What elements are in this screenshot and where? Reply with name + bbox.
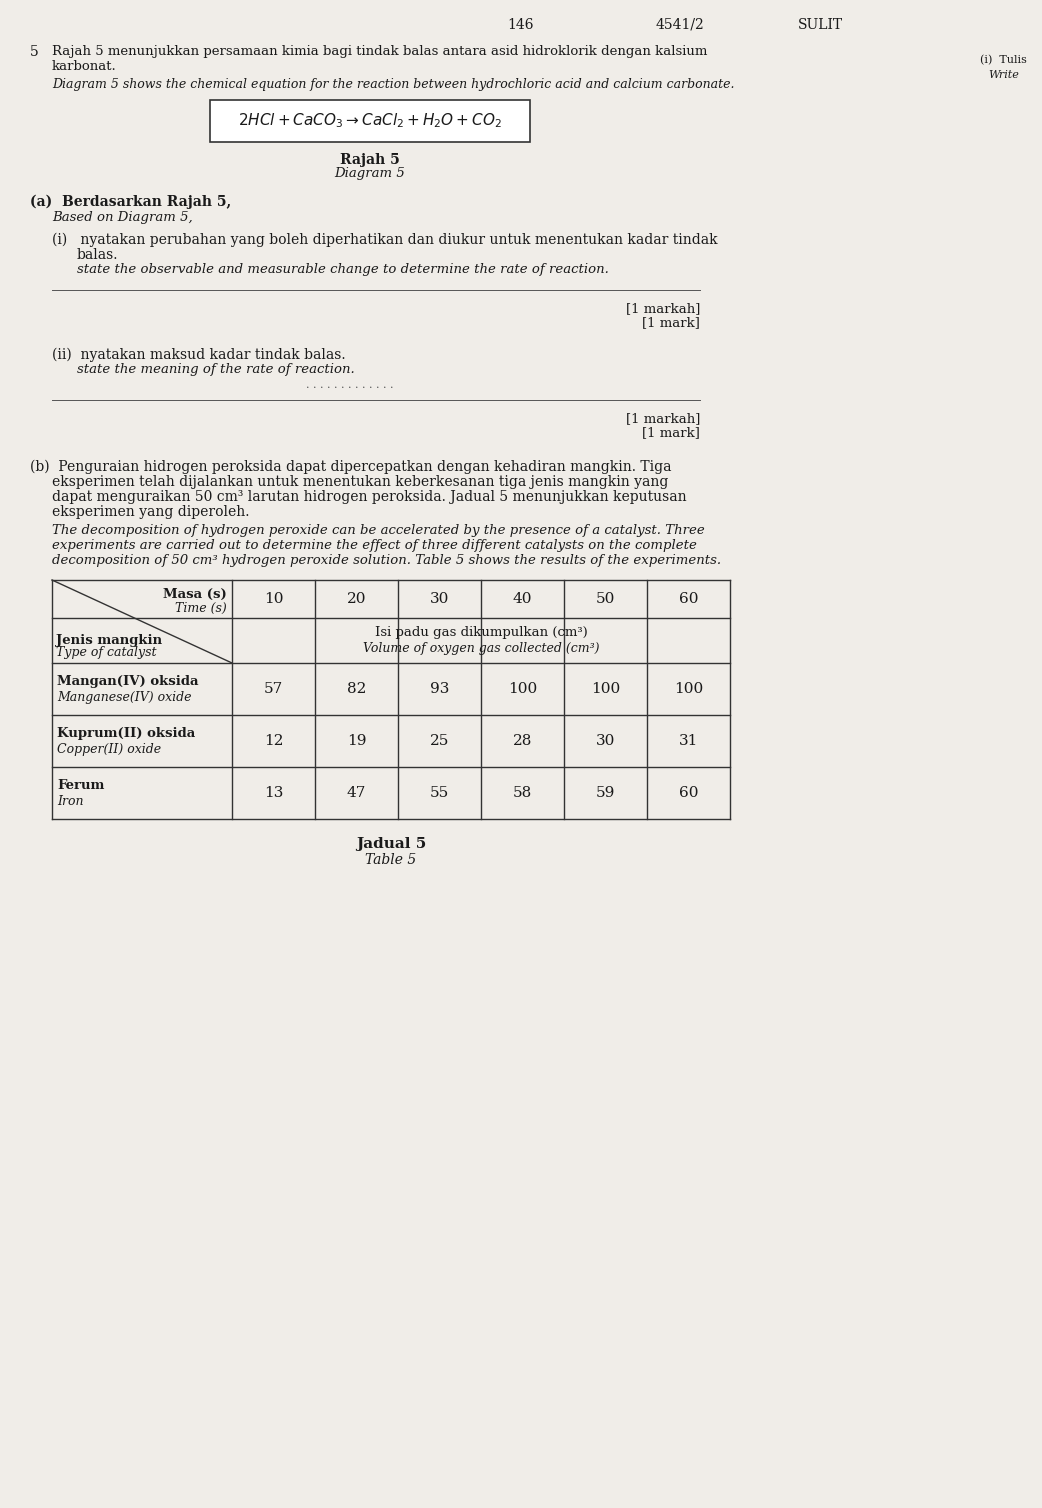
Text: (ii)  nyatakan maksud kadar tindak balas.: (ii) nyatakan maksud kadar tindak balas. xyxy=(52,348,346,362)
Text: [1 mark]: [1 mark] xyxy=(642,425,700,439)
Text: 31: 31 xyxy=(678,734,698,748)
Text: (b)  Penguraian hidrogen peroksida dapat dipercepatkan dengan kehadiran mangkin.: (b) Penguraian hidrogen peroksida dapat … xyxy=(30,460,671,475)
Text: SULIT: SULIT xyxy=(797,18,843,32)
Text: Rajah 5: Rajah 5 xyxy=(340,152,400,167)
Text: Kuprum(II) oksida: Kuprum(II) oksida xyxy=(57,727,195,740)
Text: decomposition of 50 cm³ hydrogen peroxide solution. Table 5 shows the results of: decomposition of 50 cm³ hydrogen peroxid… xyxy=(52,553,721,567)
Text: 30: 30 xyxy=(429,593,449,606)
Text: 40: 40 xyxy=(513,593,532,606)
Text: $2HCl + CaCO_3 \rightarrow CaCl_2 + H_2O + CO_2$: $2HCl + CaCO_3 \rightarrow CaCl_2 + H_2O… xyxy=(238,112,502,130)
Text: Type of catalyst: Type of catalyst xyxy=(56,645,156,659)
Text: Rajah 5 menunjukkan persamaan kimia bagi tindak balas antara asid hidroklorik de: Rajah 5 menunjukkan persamaan kimia bagi… xyxy=(52,45,708,57)
Text: 55: 55 xyxy=(430,786,449,801)
Text: balas.: balas. xyxy=(77,247,119,262)
Text: 28: 28 xyxy=(513,734,532,748)
Text: Write: Write xyxy=(988,69,1019,80)
Text: [1 mark]: [1 mark] xyxy=(642,317,700,329)
Text: 10: 10 xyxy=(264,593,283,606)
Text: state the meaning of the rate of reaction.: state the meaning of the rate of reactio… xyxy=(77,363,354,375)
Text: [1 markah]: [1 markah] xyxy=(625,302,700,315)
Text: Diagram 5 shows the chemical equation for the reaction between hydrochloric acid: Diagram 5 shows the chemical equation fo… xyxy=(52,78,735,90)
Text: (i)   nyatakan perubahan yang boleh diperhatikan dan diukur untuk menentukan kad: (i) nyatakan perubahan yang boleh diperh… xyxy=(52,234,718,247)
Text: 47: 47 xyxy=(347,786,366,801)
Text: 25: 25 xyxy=(429,734,449,748)
Text: Based on Diagram 5,: Based on Diagram 5, xyxy=(52,211,193,225)
Text: Time (s): Time (s) xyxy=(175,602,227,615)
Text: dapat menguraikan 50 cm³ larutan hidrogen peroksida. Jadual 5 menunjukkan keputu: dapat menguraikan 50 cm³ larutan hidroge… xyxy=(52,490,687,504)
Text: karbonat.: karbonat. xyxy=(52,60,117,72)
Text: 59: 59 xyxy=(596,786,615,801)
Text: Masa (s): Masa (s) xyxy=(164,588,227,602)
Text: state the observable and measurable change to determine the rate of reaction.: state the observable and measurable chan… xyxy=(77,262,609,276)
Text: Diagram 5: Diagram 5 xyxy=(334,167,405,179)
Text: 82: 82 xyxy=(347,682,366,697)
Text: 58: 58 xyxy=(513,786,532,801)
Text: 100: 100 xyxy=(674,682,703,697)
Text: 4541/2: 4541/2 xyxy=(655,18,704,32)
Text: (i)  Tulis: (i) Tulis xyxy=(979,54,1026,65)
Text: Manganese(IV) oxide: Manganese(IV) oxide xyxy=(57,691,192,704)
Text: eksperimen yang diperoleh.: eksperimen yang diperoleh. xyxy=(52,505,249,519)
Text: 30: 30 xyxy=(596,734,615,748)
Text: (a)  Berdasarkan Rajah 5,: (a) Berdasarkan Rajah 5, xyxy=(30,195,231,210)
Text: eksperimen telah dijalankan untuk menentukan keberkesanan tiga jenis mangkin yan: eksperimen telah dijalankan untuk menent… xyxy=(52,475,668,489)
Text: Jadual 5: Jadual 5 xyxy=(356,837,426,851)
Text: Copper(II) oxide: Copper(II) oxide xyxy=(57,743,162,756)
Text: 100: 100 xyxy=(507,682,537,697)
Text: Mangan(IV) oksida: Mangan(IV) oksida xyxy=(57,676,198,688)
Text: Table 5: Table 5 xyxy=(366,854,417,867)
Text: The decomposition of hydrogen peroxide can be accelerated by the presence of a c: The decomposition of hydrogen peroxide c… xyxy=(52,523,704,537)
Text: . . . . . . . . . . . . .: . . . . . . . . . . . . . xyxy=(306,380,394,391)
Text: 93: 93 xyxy=(429,682,449,697)
Text: 100: 100 xyxy=(591,682,620,697)
Text: 60: 60 xyxy=(678,593,698,606)
Text: 13: 13 xyxy=(264,786,283,801)
Text: 20: 20 xyxy=(347,593,366,606)
Text: 50: 50 xyxy=(596,593,615,606)
Text: 57: 57 xyxy=(264,682,283,697)
Text: Jenis mangkin: Jenis mangkin xyxy=(56,633,163,647)
Bar xyxy=(210,100,530,142)
Text: 19: 19 xyxy=(347,734,366,748)
Text: 12: 12 xyxy=(264,734,283,748)
Text: Ferum: Ferum xyxy=(57,780,104,792)
Text: Volume of oxygen gas collected (cm³): Volume of oxygen gas collected (cm³) xyxy=(363,642,599,654)
Text: Isi padu gas dikumpulkan (cm³): Isi padu gas dikumpulkan (cm³) xyxy=(375,626,588,639)
Text: Iron: Iron xyxy=(57,795,83,808)
Text: [1 markah]: [1 markah] xyxy=(625,412,700,425)
Text: 5: 5 xyxy=(30,45,39,59)
Text: 60: 60 xyxy=(678,786,698,801)
Text: 146: 146 xyxy=(507,18,535,32)
Text: experiments are carried out to determine the effect of three different catalysts: experiments are carried out to determine… xyxy=(52,538,697,552)
